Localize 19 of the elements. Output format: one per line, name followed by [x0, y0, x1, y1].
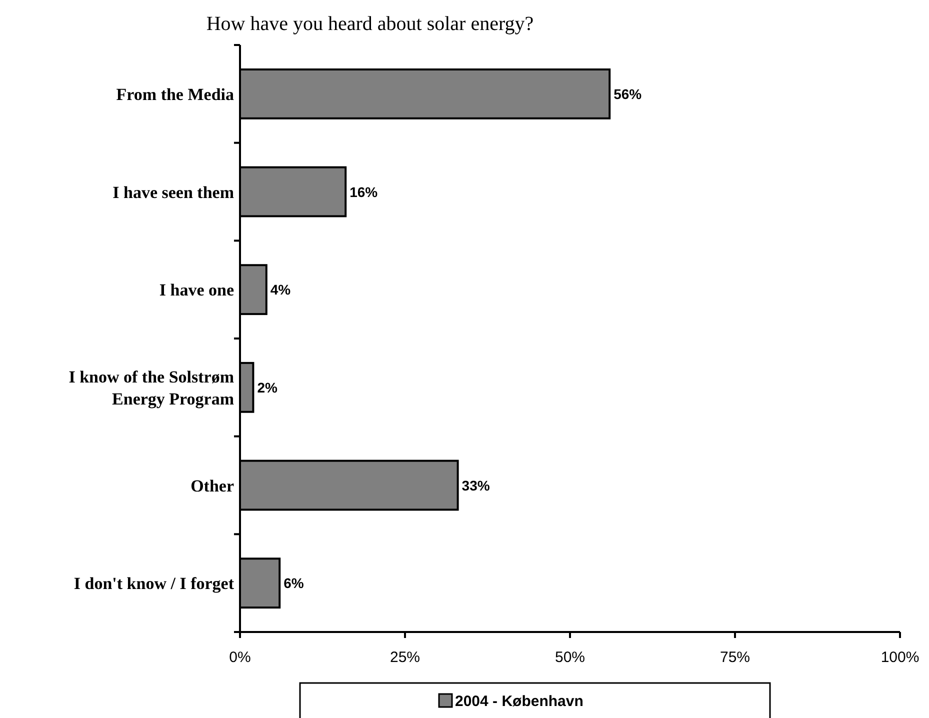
data-label: 16%: [350, 184, 378, 200]
data-label: 2%: [257, 379, 278, 396]
data-label: 4%: [270, 282, 292, 298]
y-tick-label: I know of the Solstrøm Energy Program: [68, 367, 234, 408]
y-tick-label: I don't know / I forget: [74, 574, 234, 594]
x-tick-label: 25%: [390, 649, 420, 666]
data-label: 33%: [462, 477, 490, 494]
x-tick-label: 75%: [720, 649, 750, 666]
chart-title: How have you heard about solar energy?: [206, 13, 534, 35]
x-tick-label: 0%: [229, 649, 251, 666]
y-tick-label: Other: [190, 476, 234, 496]
y-tick-label: I have one: [159, 280, 234, 300]
x-tick-label: 50%: [554, 649, 586, 666]
x-tick-label: 100%: [880, 649, 920, 666]
data-label: 6%: [284, 575, 304, 592]
data-label: 56%: [614, 86, 642, 102]
y-tick-label: I have seen them: [112, 182, 234, 202]
legend-label: 2004 - København: [455, 693, 584, 710]
y-tick-label: From the Media: [116, 84, 234, 104]
